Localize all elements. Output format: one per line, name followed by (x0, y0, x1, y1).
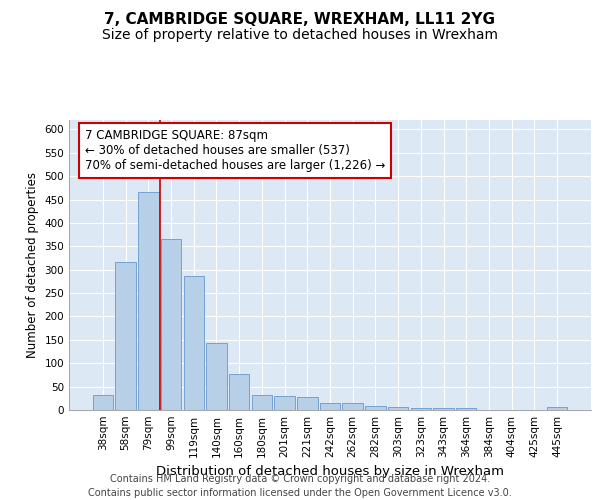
Text: Contains HM Land Registry data © Crown copyright and database right 2024.
Contai: Contains HM Land Registry data © Crown c… (88, 474, 512, 498)
Bar (320, 402, 340, 410)
Bar (388, 406, 409, 410)
Bar (547, 407, 567, 410)
Text: 7 CAMBRIDGE SQUARE: 87sqm
← 30% of detached houses are smaller (537)
70% of semi: 7 CAMBRIDGE SQUARE: 87sqm ← 30% of detac… (85, 128, 385, 172)
Text: Size of property relative to detached houses in Wrexham: Size of property relative to detached ho… (102, 28, 498, 42)
Y-axis label: Number of detached properties: Number of detached properties (26, 172, 39, 358)
Bar (115, 262, 136, 410)
Bar (365, 406, 386, 410)
Bar (274, 396, 295, 410)
Bar (251, 395, 272, 410)
Bar (410, 408, 431, 410)
Text: 7, CAMBRIDGE SQUARE, WREXHAM, LL11 2YG: 7, CAMBRIDGE SQUARE, WREXHAM, LL11 2YG (104, 12, 496, 28)
Bar (456, 408, 476, 410)
Bar (184, 276, 204, 410)
Bar (229, 374, 250, 410)
Bar (138, 192, 158, 410)
Bar (433, 408, 454, 410)
Bar (343, 402, 363, 410)
Bar (93, 395, 113, 410)
Bar (161, 239, 181, 410)
Bar (297, 398, 317, 410)
Bar (206, 343, 227, 410)
X-axis label: Distribution of detached houses by size in Wrexham: Distribution of detached houses by size … (156, 466, 504, 478)
